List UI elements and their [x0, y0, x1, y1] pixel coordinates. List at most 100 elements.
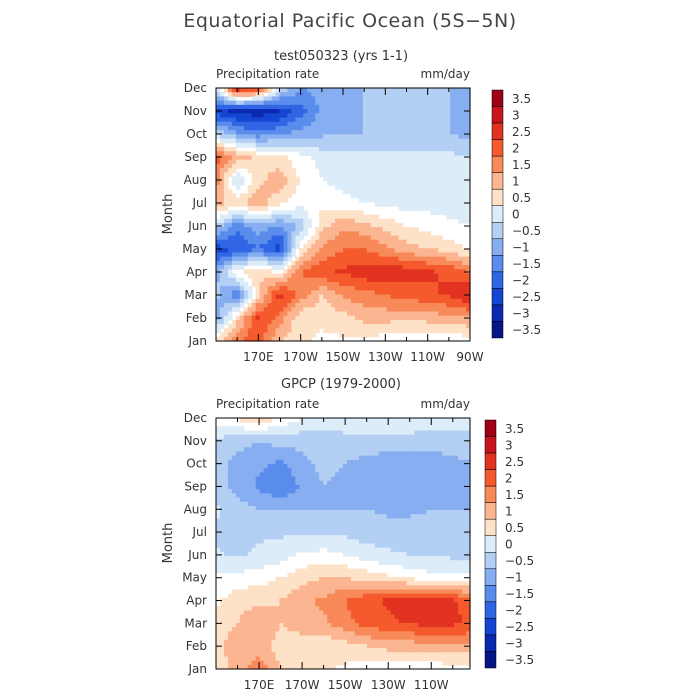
heatmap-cell [406, 451, 412, 457]
heatmap-cell [426, 438, 431, 444]
heatmap-cell [323, 121, 328, 127]
heatmap-cell [283, 443, 289, 448]
heatmap-cell [430, 501, 435, 507]
heatmap-cell [323, 117, 328, 123]
heatmap-cell [315, 480, 320, 486]
heatmap-cell [219, 92, 225, 98]
heatmap-cell [382, 294, 388, 300]
heatmap-cell [243, 151, 249, 157]
heatmap-cell [358, 142, 364, 148]
heatmap-cell [438, 104, 443, 110]
heatmap-cell [430, 138, 435, 144]
heatmap-cell [466, 100, 471, 106]
heatmap-cell [466, 92, 471, 98]
heatmap-cell [370, 155, 376, 161]
heatmap-cell [263, 273, 269, 279]
heatmap-cell [406, 117, 412, 123]
heatmap-cell [331, 239, 336, 245]
heatmap-cell [442, 206, 447, 211]
heatmap-cell [271, 319, 277, 325]
heatmap-cell [434, 104, 439, 110]
heatmap-cell [255, 184, 261, 190]
heatmap-cell [255, 206, 261, 211]
heatmap-cell [319, 121, 324, 127]
heatmap-cell [438, 501, 443, 507]
heatmap-cell [446, 298, 451, 304]
heatmap-cell [303, 277, 308, 283]
heatmap-cell [458, 184, 463, 190]
heatmap-cell [366, 447, 372, 453]
heatmap-cell [255, 430, 261, 436]
heatmap-cell [239, 434, 245, 440]
heatmap-cell [331, 180, 336, 186]
heatmap-cell [366, 172, 372, 178]
heatmap-cell [422, 510, 427, 515]
heatmap-cell [263, 468, 269, 473]
heatmap-cell [251, 189, 257, 195]
heatmap-cell [219, 468, 225, 473]
heatmap-cell [354, 476, 360, 482]
heatmap-cell [287, 147, 293, 152]
heatmap-cell [271, 210, 277, 216]
heatmap-cell [259, 484, 265, 490]
heatmap-cell [267, 239, 273, 245]
heatmap-cell [263, 298, 269, 304]
heatmap-cell [319, 438, 324, 444]
heatmap-cell [398, 303, 404, 308]
heatmap-cell [239, 100, 245, 106]
heatmap-cell [263, 159, 269, 165]
heatmap-cell [231, 493, 237, 499]
heatmap-cell [247, 290, 253, 296]
heatmap-cell [255, 109, 261, 114]
heatmap-cell [231, 256, 237, 262]
heatmap-cell [374, 501, 380, 507]
heatmap-cell [378, 307, 384, 313]
heatmap-cell [370, 172, 376, 178]
heatmap-cell [450, 443, 455, 448]
heatmap-cell [398, 472, 404, 478]
heatmap-cell [271, 184, 277, 190]
heatmap-cell [259, 201, 265, 207]
heatmap-cell [247, 193, 253, 199]
heatmap-cell [394, 113, 400, 119]
heatmap-cell [358, 138, 364, 144]
heatmap-cell [279, 493, 285, 499]
heatmap-cell [462, 260, 467, 266]
heatmap-cell [450, 155, 455, 161]
heatmap-cell [382, 235, 388, 241]
heatmap-cell [271, 438, 277, 444]
heatmap-cell [223, 493, 229, 499]
heatmap-cell [295, 239, 300, 245]
heatmap-cell [235, 434, 241, 440]
heatmap-cell [263, 96, 269, 102]
heatmap-cell [343, 426, 348, 432]
heatmap-cell [370, 180, 376, 186]
heatmap-cell [311, 324, 316, 329]
heatmap-cell [283, 273, 289, 279]
heatmap-cell [327, 307, 332, 313]
heatmap-cell [390, 113, 396, 119]
heatmap-cell [378, 134, 384, 140]
heatmap-cell [414, 464, 420, 469]
heatmap-cell [442, 514, 447, 519]
heatmap-cell [366, 117, 372, 123]
heatmap-cell [358, 104, 364, 110]
heatmap-cell [366, 130, 372, 135]
heatmap-cell [442, 109, 447, 114]
heatmap-cell [354, 155, 360, 161]
y-tick-label: Jul [192, 196, 207, 210]
colorbar-swatch [491, 222, 504, 240]
heatmap-cell [378, 117, 384, 123]
heatmap-cell [291, 430, 296, 436]
heatmap-cell [271, 104, 277, 110]
heatmap-cell [219, 489, 225, 494]
heatmap-cell [402, 443, 408, 448]
heatmap-cell [434, 155, 439, 161]
heatmap-cell [299, 130, 304, 135]
heatmap-cell [247, 155, 253, 161]
heatmap-cell [434, 281, 439, 287]
heatmap-cell [251, 273, 257, 279]
heatmap-cell [386, 147, 392, 152]
heatmap-cell [454, 497, 459, 503]
heatmap-cell [243, 438, 249, 444]
